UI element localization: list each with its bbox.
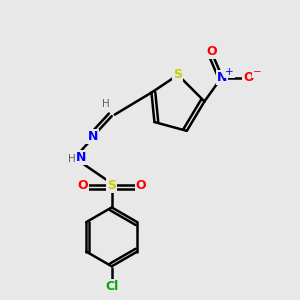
Text: O: O xyxy=(243,71,254,84)
Text: H: H xyxy=(102,99,110,110)
Text: −: − xyxy=(253,67,262,77)
Text: O: O xyxy=(77,179,88,192)
Text: O: O xyxy=(206,45,217,58)
Text: S: S xyxy=(107,179,116,192)
Text: S: S xyxy=(173,68,182,81)
Text: H: H xyxy=(68,154,76,164)
Text: N: N xyxy=(87,130,98,143)
Text: O: O xyxy=(136,179,146,192)
Text: N: N xyxy=(76,151,87,164)
Text: Cl: Cl xyxy=(105,280,118,293)
Text: N: N xyxy=(217,71,227,84)
Text: +: + xyxy=(225,67,234,77)
